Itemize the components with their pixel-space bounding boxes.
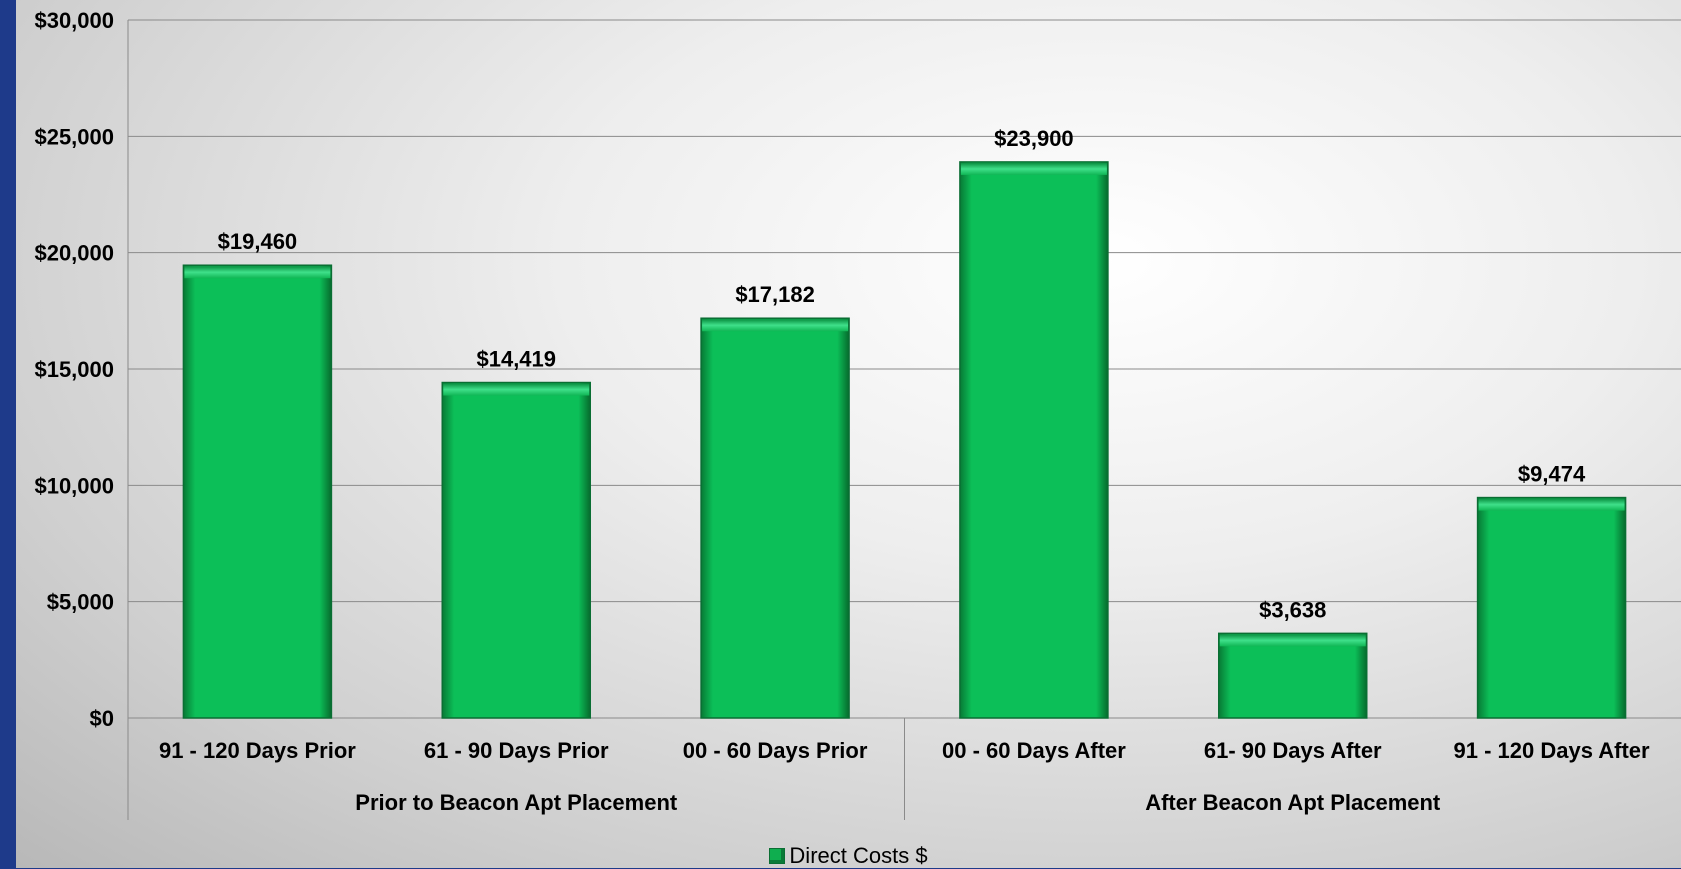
bar <box>1218 632 1368 719</box>
data-label: $19,460 <box>218 229 298 254</box>
group-label: Prior to Beacon Apt Placement <box>355 790 678 815</box>
bar-bevel <box>1219 634 1366 647</box>
bar <box>1476 496 1627 719</box>
bar <box>700 317 850 719</box>
x-tick-label: 91 - 120 Days Prior <box>159 738 356 763</box>
legend-swatch <box>769 847 786 864</box>
x-tick-label: 61 - 90 Days Prior <box>424 738 609 763</box>
bar-bevel <box>184 266 331 279</box>
data-label: $17,182 <box>735 282 815 307</box>
y-tick-label: $25,000 <box>34 124 114 149</box>
bar-bevel <box>1478 498 1625 511</box>
y-tick-label: $5,000 <box>47 590 114 615</box>
bar-bevel <box>443 383 590 396</box>
chart-container: $0 $5,000 $10,000 $15,000 $20,000 $25,000 $30,… <box>16 0 1681 868</box>
y-tick-label: $10,000 <box>34 473 114 498</box>
bar-chart: $0 $5,000 $10,000 $15,000 $20,000 $25,000 $30,… <box>34 8 1681 820</box>
data-label: $9,474 <box>1518 462 1586 487</box>
bar-bevel <box>702 319 849 332</box>
bar <box>959 161 1109 719</box>
x-tick-label: 00 - 60 Days After <box>942 738 1126 763</box>
y-tick-label: $15,000 <box>34 357 114 382</box>
bar <box>441 381 591 719</box>
x-tick-label: 61- 90 Days After <box>1204 738 1382 763</box>
group-label: After Beacon Apt Placement <box>1145 790 1441 815</box>
y-tick-label: $30,000 <box>34 8 114 33</box>
gridlines <box>128 19 1681 719</box>
labels: $0 $5,000 $10,000 $15,000 $20,000 $25,000 $30,… <box>34 8 1650 815</box>
data-label: $3,638 <box>1259 597 1326 622</box>
data-label: $14,419 <box>476 347 556 372</box>
axes <box>127 20 1681 820</box>
y-tick-label: $20,000 <box>34 241 114 266</box>
y-tick-label: $0 <box>90 706 114 731</box>
bars <box>182 161 1627 719</box>
x-tick-label: 91 - 120 Days After <box>1454 738 1651 763</box>
legend: Direct Costs $ <box>16 843 1681 868</box>
data-label: $23,900 <box>994 126 1074 151</box>
bar-bevel <box>960 162 1107 175</box>
x-tick-label: 00 - 60 Days Prior <box>683 738 868 763</box>
legend-label: Direct Costs $ <box>789 842 928 868</box>
bar <box>182 264 333 719</box>
